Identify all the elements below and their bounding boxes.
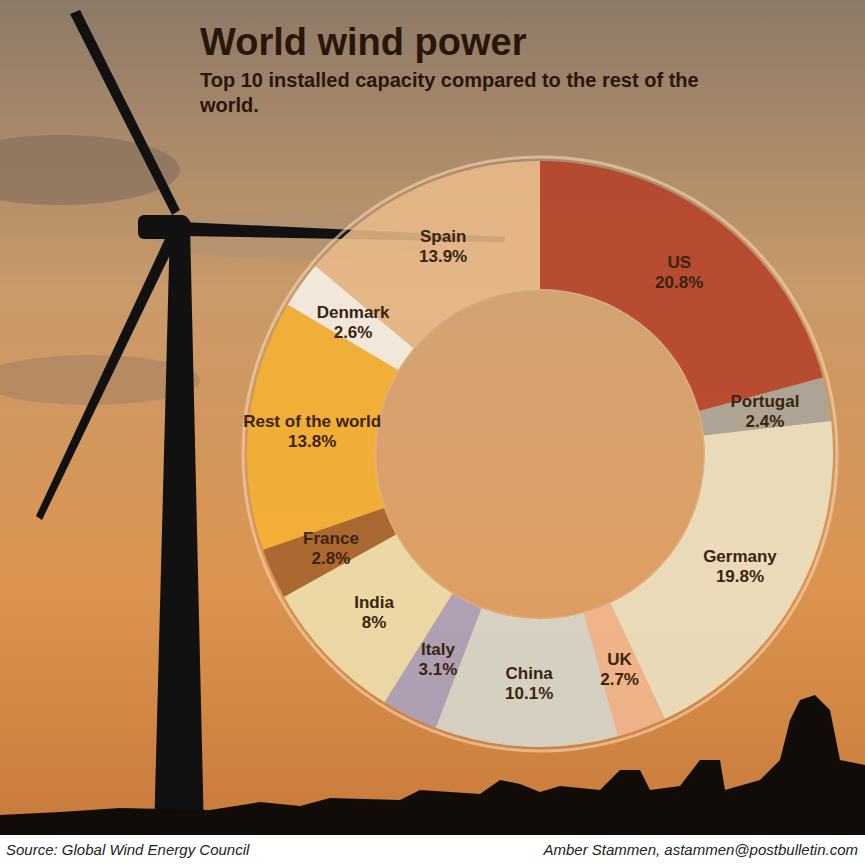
slice — [315, 161, 540, 348]
ring-center — [375, 289, 705, 619]
slice-value: 3.1% — [419, 660, 458, 679]
slice-label: India — [354, 593, 394, 612]
slice-value: 2.7% — [600, 670, 639, 689]
slice-value: 13.8% — [288, 432, 336, 451]
slice-label: Denmark — [317, 303, 390, 322]
slices — [247, 161, 833, 747]
background — [0, 0, 865, 835]
page: US20.8% Portugal2.4% Germany19.8% UK2.7% Chi… — [0, 0, 865, 864]
chart: US20.8% Portugal2.4% Germany19.8% UK2.7% Chi… — [0, 0, 865, 864]
slice-label: Germany — [703, 547, 777, 566]
header: World wind power Top 10 installed capaci… — [200, 20, 760, 118]
slice-label: Rest of the world — [243, 412, 381, 431]
slice-value: 2.8% — [312, 549, 351, 568]
title: World wind power — [200, 20, 760, 64]
slice-value: 19.8% — [716, 567, 764, 586]
turbine-blade — [36, 228, 180, 520]
slice-value: 2.6% — [334, 323, 373, 342]
source: Source: Global Wind Energy Council — [6, 841, 250, 858]
slice-value: 8% — [362, 613, 387, 632]
slice-label: US — [667, 253, 691, 272]
turbine-tower — [154, 225, 204, 835]
slice-value: 2.4% — [746, 412, 785, 431]
slice-label: China — [506, 664, 554, 683]
slice-label: Portugal — [730, 392, 799, 411]
subtitle: Top 10 installed capacity compared to th… — [200, 68, 760, 118]
slice — [540, 161, 823, 411]
slice-value: 10.1% — [505, 684, 553, 703]
slice-label: Italy — [421, 640, 456, 659]
ring-edge — [243, 157, 837, 751]
credit: Amber Stammen, astammen@postbulletin.com — [542, 841, 858, 858]
slice-label: France — [303, 529, 359, 548]
turbine-hub — [169, 215, 191, 237]
slice-value: 20.8% — [655, 273, 703, 292]
data-labels: US20.8% Portugal2.4% Germany19.8% UK2.7% Chi… — [243, 227, 799, 702]
slice-label: Spain — [420, 227, 466, 246]
turbine-blade — [70, 10, 180, 215]
slice-value: 13.9% — [419, 247, 467, 266]
slice-label: UK — [607, 650, 632, 669]
footer-band — [0, 835, 865, 864]
